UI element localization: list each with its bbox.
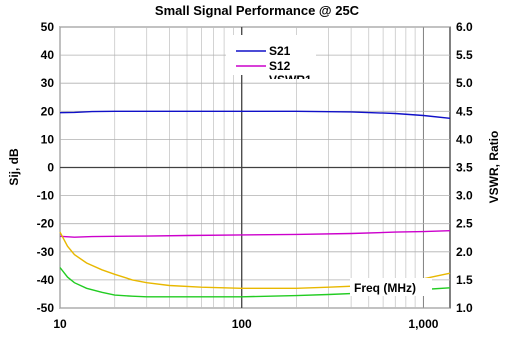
y-tick-label: 40 (41, 48, 55, 62)
y-tick-label: 30 (41, 76, 55, 90)
y2-axis-label: VSWR, Ratio (487, 131, 501, 204)
y2-tick-label: 5.5 (456, 48, 473, 62)
y2-tick-label: 4.5 (456, 104, 473, 118)
y2-tick-label: 3.0 (456, 189, 473, 203)
y-tick-label: -50 (37, 301, 55, 315)
legend-box (226, 35, 316, 75)
y-tick-label: -20 (37, 217, 55, 231)
legend: S21 S12 VSWR1 (226, 35, 316, 87)
series-line-s21 (59, 110, 451, 119)
y2-tick-label: 2.5 (456, 217, 473, 231)
y-axis-label: Sij, dB (7, 148, 21, 186)
freq-annotation-bg (350, 278, 432, 296)
freq-annotation-label: Freq (MHz) (354, 281, 416, 295)
y-tick-label: 10 (41, 132, 55, 146)
legend-label-s21: S21 (269, 44, 291, 58)
x-tick-label: 10 (53, 317, 67, 331)
freq-annotation: Freq (MHz) (350, 278, 432, 296)
y-tick-label: 50 (41, 20, 55, 34)
y2-tick-label: 5.0 (456, 76, 473, 90)
legend-label-vswr1: VSWR1 (269, 73, 312, 87)
y2-tick-label: 1.5 (456, 273, 473, 287)
y-tick-label: -30 (37, 245, 55, 259)
y-tick-label: 0 (47, 161, 54, 175)
y2-tick-label: 4.0 (456, 132, 473, 146)
y-tick-label: -10 (37, 189, 55, 203)
legend-label-s12: S12 (269, 59, 291, 73)
x-tick-label: 100 (232, 317, 252, 331)
x-tick-label: 1,000 (408, 317, 438, 331)
y-tick-label: -40 (37, 273, 55, 287)
y2-tick-label: 3.5 (456, 161, 473, 175)
y-tick-label: 20 (41, 104, 55, 118)
y2-tick-label: 6.0 (456, 20, 473, 34)
y2-tick-label: 1.0 (456, 301, 473, 315)
ticks: 50403020100-10-20-30-40-506.05.55.04.54.… (37, 20, 473, 331)
chart-title: Small Signal Performance @ 25C (155, 3, 360, 18)
series-line-s12 (59, 230, 451, 238)
y2-tick-label: 2.0 (456, 245, 473, 259)
